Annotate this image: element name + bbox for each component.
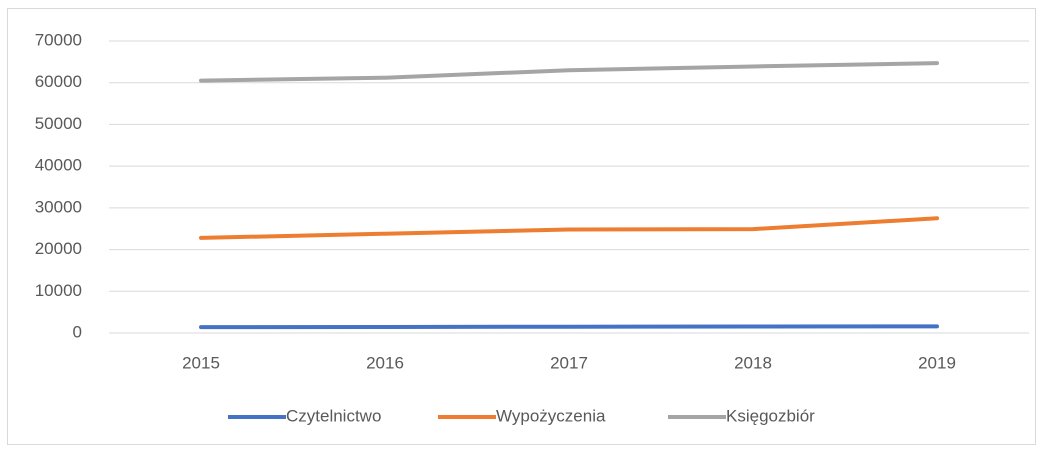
- x-tick-label: 2018: [734, 353, 772, 372]
- legend-label: Czytelnictwo: [286, 406, 381, 425]
- x-tick-label: 2016: [366, 353, 404, 372]
- chart-frame: [7, 8, 1036, 445]
- series-line: [199, 324, 939, 330]
- y-tick-label: 0: [73, 322, 82, 341]
- y-tick-label: 70000: [35, 30, 82, 49]
- y-tick-label: 60000: [35, 72, 82, 91]
- x-tick-label: 2017: [550, 353, 588, 372]
- legend-label: Księgozbiór: [726, 406, 815, 425]
- y-tick-label: 30000: [35, 197, 82, 216]
- x-tick-label: 2015: [182, 353, 220, 372]
- series-line: [199, 61, 939, 83]
- y-tick-label: 40000: [35, 156, 82, 175]
- series-line: [199, 216, 939, 240]
- legend-label: Wypożyczenia: [496, 406, 606, 425]
- y-tick-label: 50000: [35, 114, 82, 133]
- y-tick-label: 10000: [35, 281, 82, 300]
- y-tick-label: 20000: [35, 239, 82, 258]
- x-tick-label: 2019: [918, 353, 956, 372]
